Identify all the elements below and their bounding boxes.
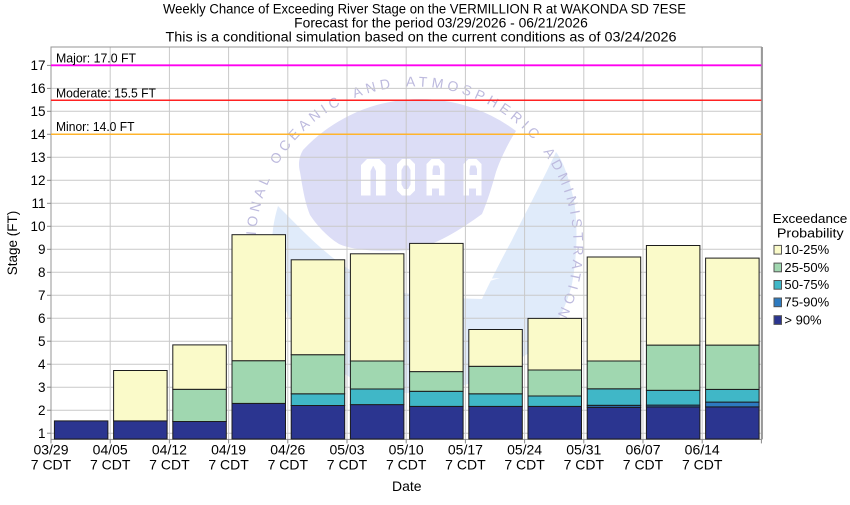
svg-text:7 CDT: 7 CDT [90, 457, 131, 473]
svg-text:75-90%: 75-90% [784, 295, 829, 310]
svg-text:04/12: 04/12 [152, 442, 187, 458]
svg-text:03/29: 03/29 [33, 442, 68, 458]
svg-text:10-25%: 10-25% [784, 242, 829, 257]
svg-text:7 CDT: 7 CDT [268, 457, 309, 473]
svg-text:7 CDT: 7 CDT [445, 457, 486, 473]
svg-text:7 CDT: 7 CDT [386, 457, 427, 473]
svg-text:7 CDT: 7 CDT [327, 457, 368, 473]
svg-text:> 90%: > 90% [784, 312, 822, 327]
svg-text:6: 6 [38, 311, 46, 326]
svg-text:04/19: 04/19 [211, 442, 246, 458]
svg-text:17: 17 [30, 58, 45, 73]
svg-text:7 CDT: 7 CDT [504, 457, 545, 473]
svg-text:05/31: 05/31 [566, 442, 601, 458]
svg-text:05/10: 05/10 [389, 442, 424, 458]
svg-text:05/17: 05/17 [448, 442, 483, 458]
svg-text:Major: 17.0 FT: Major: 17.0 FT [56, 50, 136, 65]
svg-text:3: 3 [38, 380, 46, 395]
svg-text:12: 12 [30, 173, 45, 188]
svg-text:7: 7 [38, 288, 46, 303]
svg-text:7 CDT: 7 CDT [208, 457, 249, 473]
svg-text:1: 1 [38, 426, 46, 441]
svg-text:10: 10 [30, 219, 45, 234]
svg-text:50-75%: 50-75% [784, 277, 829, 292]
svg-text:7 CDT: 7 CDT [31, 457, 72, 473]
svg-text:06/14: 06/14 [685, 442, 720, 458]
svg-text:4: 4 [38, 357, 46, 372]
svg-text:This is a conditional simulati: This is a conditional simulation based o… [166, 30, 677, 45]
svg-text:7 CDT: 7 CDT [564, 457, 605, 473]
svg-text:7 CDT: 7 CDT [623, 457, 664, 473]
svg-text:Probability: Probability [777, 225, 844, 240]
svg-text:Date: Date [392, 478, 422, 494]
svg-text:05/03: 05/03 [329, 442, 364, 458]
svg-text:7 CDT: 7 CDT [149, 457, 190, 473]
svg-text:Stage (FT): Stage (FT) [5, 211, 20, 276]
svg-text:5: 5 [38, 334, 46, 349]
svg-text:05/24: 05/24 [507, 442, 542, 458]
svg-text:16: 16 [30, 81, 45, 96]
svg-text:9: 9 [38, 242, 46, 257]
svg-text:Minor: 14.0 FT: Minor: 14.0 FT [56, 119, 135, 134]
svg-text:14: 14 [30, 127, 46, 142]
svg-text:7 CDT: 7 CDT [682, 457, 723, 473]
svg-text:Forecast for the period 03/29/: Forecast for the period 03/29/2026 - 06/… [294, 16, 588, 31]
svg-text:04/05: 04/05 [93, 442, 128, 458]
svg-text:8: 8 [38, 265, 46, 280]
svg-text:11: 11 [31, 196, 45, 211]
svg-text:Weekly Chance of Exceeding Riv: Weekly Chance of Exceeding River Stage o… [163, 2, 686, 17]
svg-text:2: 2 [38, 403, 46, 418]
svg-text:04/26: 04/26 [270, 442, 305, 458]
svg-text:25-50%: 25-50% [784, 260, 829, 275]
svg-text:Exceedance: Exceedance [773, 211, 848, 226]
svg-text:15: 15 [30, 104, 45, 119]
svg-text:06/07: 06/07 [625, 442, 660, 458]
svg-text:13: 13 [30, 150, 45, 165]
svg-text:Moderate: 15.5 FT: Moderate: 15.5 FT [56, 85, 156, 100]
